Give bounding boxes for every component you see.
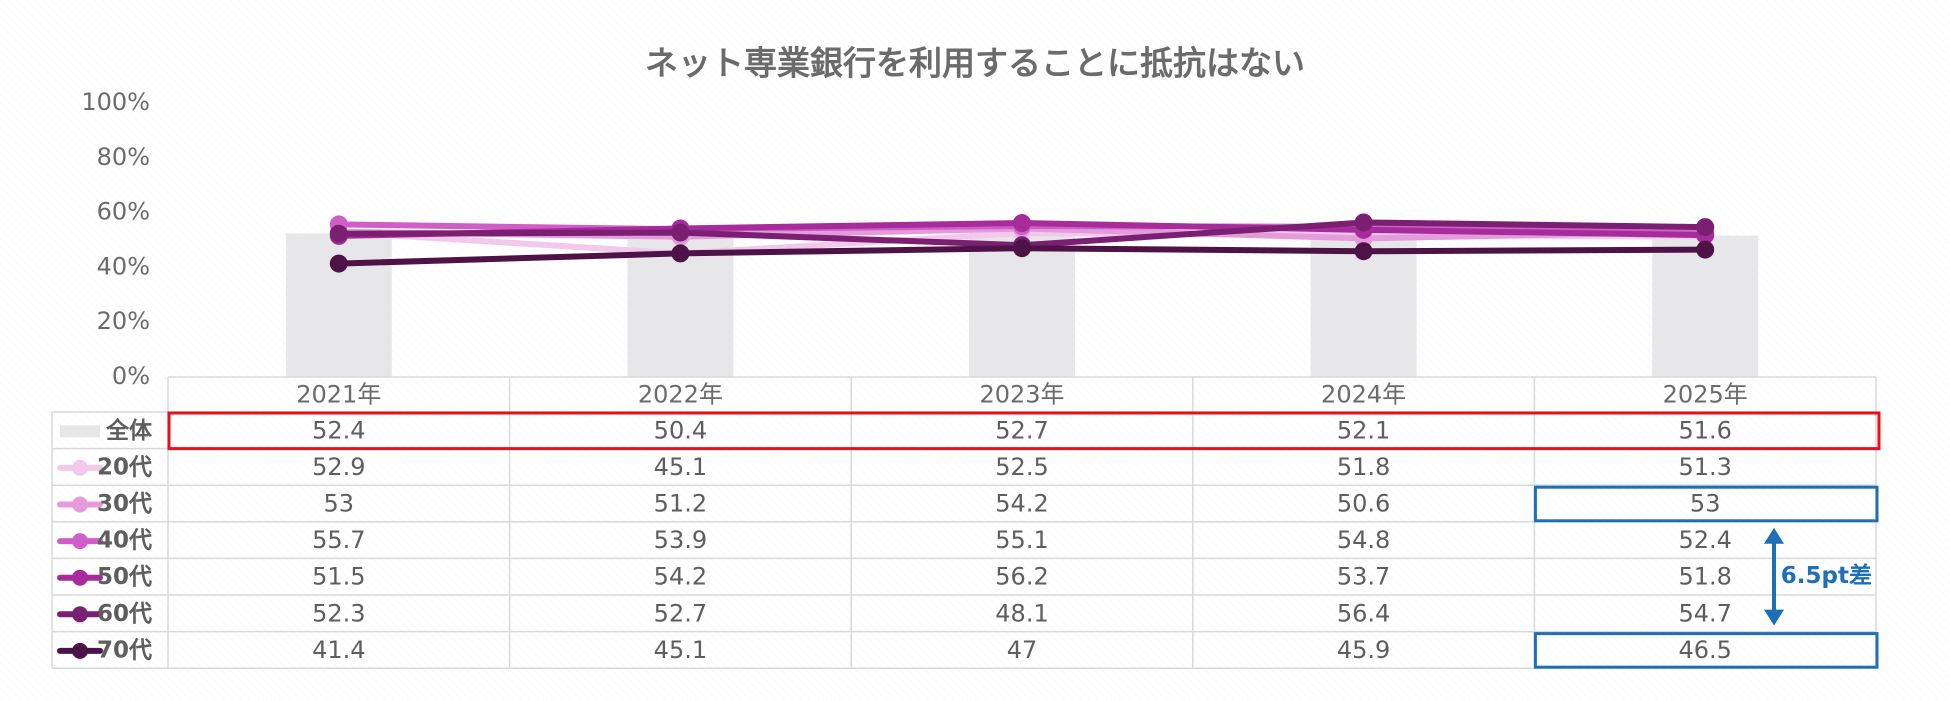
table-cell-value: 52.9 (312, 453, 365, 481)
legend-label: 全体 (105, 417, 153, 444)
legend-key-marker (72, 642, 88, 659)
table-cell-value: 47 (1007, 636, 1038, 664)
legend-label: 70代 (97, 637, 152, 663)
table-cell-value: 51.6 (1678, 416, 1731, 444)
series-point (671, 223, 690, 242)
table-cell-value: 48.1 (995, 599, 1048, 627)
legend-key-marker (72, 459, 88, 476)
table-cell-value: 50.4 (654, 416, 707, 444)
table-cell-value: 56.4 (1337, 599, 1390, 627)
legend-key-marker (72, 569, 88, 586)
table-cell-value: 51.8 (1337, 453, 1390, 481)
y-tick-label: 60% (97, 198, 150, 226)
table-cell-value: 54.2 (654, 563, 707, 591)
series-point (329, 254, 348, 273)
table-cell-value: 56.2 (995, 563, 1048, 591)
table-cell-value: 55.1 (995, 526, 1048, 554)
table-cell-value: 54.7 (1678, 599, 1731, 627)
category-label: 2022年 (638, 381, 723, 409)
series-point (1354, 242, 1373, 261)
table-cell-value: 52.4 (312, 416, 365, 444)
series-point (1354, 213, 1373, 232)
legend-key-marker (72, 606, 88, 623)
table-cell-value: 53.9 (654, 526, 707, 554)
table-cell-value: 55.7 (312, 526, 365, 554)
series-point (1696, 218, 1715, 237)
y-tick-label: 80% (97, 143, 150, 171)
diff-arrow-head-top (1764, 527, 1784, 544)
table-cell-value: 54.2 (995, 490, 1048, 518)
series-point (1013, 214, 1031, 233)
category-label: 2023年 (979, 381, 1064, 409)
table-cell-value: 46.5 (1678, 636, 1731, 664)
chart-title: ネット専業銀行を利用することに抵抗はない (645, 44, 1305, 83)
table-cell-value: 52.4 (1678, 526, 1731, 554)
series-point (671, 244, 690, 263)
table-cell-value: 52.7 (995, 416, 1048, 444)
legend-label: 60代 (97, 601, 152, 627)
legend-key-overall (60, 425, 100, 438)
table-cell-value: 51.3 (1678, 453, 1731, 481)
series-point (329, 224, 348, 243)
y-tick-label: 40% (97, 252, 150, 280)
table-cell-value: 41.4 (312, 636, 365, 664)
legend-label: 40代 (97, 528, 152, 554)
legend-key-marker (72, 533, 88, 550)
table-cell-value: 53 (324, 490, 355, 518)
table-cell-value: 51.5 (312, 563, 365, 591)
legend-label: 20代 (97, 454, 152, 480)
compare-cell-highlight (1533, 632, 1879, 669)
series-point (1013, 239, 1031, 258)
bar-overall (1652, 235, 1759, 377)
legend-label: 50代 (97, 564, 152, 590)
category-label: 2025年 (1663, 381, 1748, 409)
table-cell-value: 53.7 (1337, 563, 1390, 591)
table-cell-value: 45.1 (654, 636, 707, 664)
table-cell-value: 45.1 (654, 453, 707, 481)
table-cell-value: 54.8 (1337, 526, 1390, 554)
compare-cell-highlight (1533, 485, 1879, 523)
table-cell-value: 51.2 (654, 490, 707, 518)
legend-key-marker (72, 496, 88, 513)
table-cell-value: 50.6 (1337, 490, 1390, 518)
table-cell-value: 52.5 (995, 453, 1048, 481)
table-cell-value: 51.8 (1678, 563, 1731, 591)
legend-label: 30代 (97, 491, 152, 517)
diff-annotation: 6.5pt差 (1781, 562, 1872, 589)
y-tick-label: 0% (112, 362, 150, 390)
table-cell-value: 52.7 (654, 599, 707, 627)
overall-row-highlight (167, 411, 1881, 451)
y-tick-label: 100% (81, 88, 150, 116)
table-cell-value: 52.3 (312, 599, 365, 627)
series-point (1696, 240, 1715, 259)
category-label: 2024年 (1321, 381, 1406, 409)
category-label: 2021年 (296, 381, 381, 409)
table-cell-value: 52.1 (1337, 416, 1390, 444)
diff-arrow-head-bottom (1764, 609, 1784, 626)
y-tick-label: 20% (97, 307, 150, 335)
table-cell-value: 53 (1690, 490, 1721, 518)
table-cell-value: 45.9 (1337, 636, 1390, 664)
